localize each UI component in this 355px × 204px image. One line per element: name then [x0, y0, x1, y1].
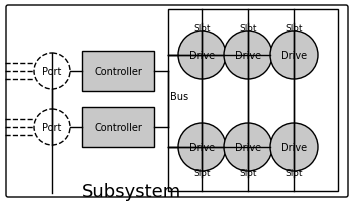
Bar: [82, 108, 154, 147]
Text: Slot: Slot: [239, 24, 257, 33]
Circle shape: [270, 32, 318, 80]
Text: Controller: Controller: [94, 122, 142, 132]
Text: Drive: Drive: [281, 142, 307, 152]
Circle shape: [178, 32, 226, 80]
Circle shape: [224, 32, 272, 80]
Circle shape: [34, 54, 70, 90]
Text: Bus: Bus: [170, 92, 188, 102]
Text: Drive: Drive: [189, 51, 215, 61]
Bar: [82, 52, 154, 92]
Text: Drive: Drive: [281, 51, 307, 61]
Text: Slot: Slot: [285, 24, 303, 33]
Text: Slot: Slot: [285, 168, 303, 177]
Text: Subsystem: Subsystem: [82, 182, 181, 200]
Text: Port: Port: [42, 67, 62, 77]
Circle shape: [224, 123, 272, 171]
Circle shape: [178, 123, 226, 171]
Text: Slot: Slot: [239, 168, 257, 177]
Text: Slot: Slot: [193, 24, 211, 33]
Text: Controller: Controller: [94, 67, 142, 77]
Text: Drive: Drive: [189, 142, 215, 152]
Circle shape: [34, 110, 70, 145]
Text: Slot: Slot: [193, 168, 211, 177]
Circle shape: [270, 123, 318, 171]
Text: Port: Port: [42, 122, 62, 132]
Text: Drive: Drive: [235, 142, 261, 152]
FancyBboxPatch shape: [6, 6, 348, 197]
Bar: [168, 10, 338, 191]
Text: Drive: Drive: [235, 51, 261, 61]
